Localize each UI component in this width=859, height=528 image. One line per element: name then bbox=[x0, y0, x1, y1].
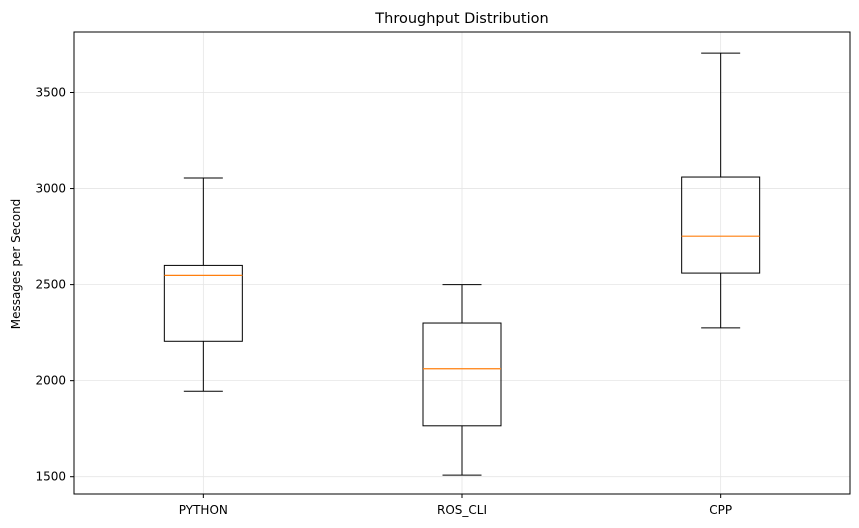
axis-layer: 1500 2000 2500 3000 3500 PYTHON ROS_CLI CPP bbox=[35, 86, 732, 517]
box-python bbox=[163, 177, 243, 392]
box-ros-cli bbox=[422, 284, 502, 476]
x-tick-label: CPP bbox=[709, 503, 732, 517]
iqr-box bbox=[163, 264, 243, 342]
y-tick-label: 2500 bbox=[35, 278, 66, 292]
chart-title: Throughput Distribution bbox=[374, 11, 548, 27]
x-tick-label: PYTHON bbox=[179, 503, 228, 517]
box-layer bbox=[163, 52, 761, 476]
iqr-box bbox=[422, 322, 502, 427]
y-axis-label: Messages per Second bbox=[9, 199, 23, 330]
iqr-box bbox=[681, 176, 761, 274]
y-tick-label: 3000 bbox=[35, 182, 66, 196]
grid-layer bbox=[74, 32, 850, 494]
y-tick-label: 2000 bbox=[35, 374, 66, 388]
box-cpp bbox=[681, 52, 761, 329]
y-tick-label: 1500 bbox=[35, 470, 66, 484]
x-tick-label: ROS_CLI bbox=[437, 503, 487, 517]
y-tick-label: 3500 bbox=[35, 86, 66, 100]
